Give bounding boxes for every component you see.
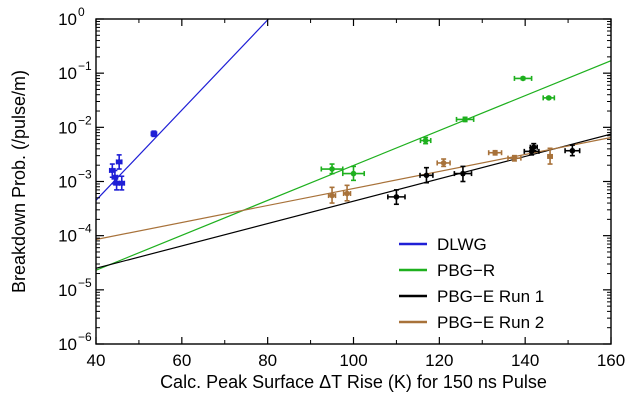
data-point <box>542 95 556 101</box>
data-point <box>341 165 366 182</box>
data-points <box>108 75 581 206</box>
point-marker <box>569 147 576 154</box>
y-tick-label: 10 <box>58 10 77 29</box>
point-marker <box>530 144 537 150</box>
x-tick-label: 140 <box>511 351 539 370</box>
data-point <box>513 75 533 82</box>
data-point <box>419 166 434 184</box>
data-point <box>150 130 158 138</box>
y-tick-exponent: −5 <box>78 276 92 290</box>
y-tick-exponent: 0 <box>78 5 85 19</box>
data-point <box>320 163 344 175</box>
legend-label: DLWG <box>437 235 487 254</box>
point-marker <box>440 160 447 166</box>
data-point <box>547 147 554 165</box>
data-point <box>342 184 352 202</box>
y-tick-exponent: −2 <box>78 113 92 127</box>
point-marker <box>511 155 518 161</box>
x-tick-label: 100 <box>339 351 367 370</box>
x-tick-label: 80 <box>258 351 277 370</box>
point-marker <box>109 167 116 174</box>
point-marker <box>520 75 526 82</box>
point-marker <box>460 170 466 177</box>
point-marker <box>492 149 498 156</box>
y-tick-label: 10 <box>58 118 77 137</box>
point-marker <box>329 166 335 172</box>
data-point <box>436 158 451 168</box>
point-marker <box>113 180 120 187</box>
y-tick-label: 10 <box>58 173 77 192</box>
data-point <box>529 142 538 152</box>
y-tick-exponent: −6 <box>78 330 92 344</box>
fit-line-2 <box>96 133 611 269</box>
y-tick-label: 10 <box>58 227 77 246</box>
legend-label: PBG−E Run 2 <box>437 313 544 332</box>
data-point <box>453 165 473 183</box>
data-point <box>455 116 475 123</box>
point-marker <box>547 153 553 160</box>
y-tick-exponent: −1 <box>78 59 92 73</box>
point-marker <box>116 159 122 165</box>
fit-lines <box>96 19 611 271</box>
legend-label: PBG−R <box>437 261 495 280</box>
data-point <box>564 144 581 157</box>
fit-line-0 <box>96 19 269 201</box>
data-point <box>387 189 406 206</box>
y-axis-title: Breakdown Prob. (/pulse/m) <box>9 70 29 293</box>
data-point <box>327 186 337 204</box>
data-point <box>507 154 522 162</box>
data-point <box>487 149 503 156</box>
x-tick-label: 40 <box>87 351 106 370</box>
y-tick-exponent: −4 <box>78 222 92 236</box>
point-marker <box>151 130 157 137</box>
point-marker <box>423 172 430 179</box>
x-tick-label: 120 <box>425 351 453 370</box>
point-marker <box>329 192 335 199</box>
point-marker <box>344 190 350 197</box>
legend-label: PBG−E Run 1 <box>437 287 544 306</box>
fit-line-3 <box>96 136 611 241</box>
data-point <box>115 154 123 170</box>
point-marker <box>422 137 429 144</box>
y-tick-label: 10 <box>58 335 77 354</box>
y-tick-label: 10 <box>58 64 77 83</box>
point-marker <box>393 194 400 200</box>
x-axis-title: Calc. Peak Surface ΔT Rise (K) for 150 n… <box>160 372 547 392</box>
point-marker <box>118 180 125 187</box>
data-point <box>118 175 126 191</box>
y-tick-exponent: −3 <box>78 168 92 182</box>
x-axis-ticks: 40 60 80 100 120 140 160 <box>87 19 625 370</box>
legend: DLWG PBG−R PBG−E Run 1 PBG−E Run 2 <box>399 235 544 332</box>
point-marker <box>350 170 357 177</box>
data-point <box>419 136 432 145</box>
point-marker <box>462 116 468 123</box>
point-marker <box>545 95 552 101</box>
x-tick-label: 60 <box>172 351 191 370</box>
fit-line-1 <box>96 60 611 271</box>
x-tick-label: 160 <box>597 351 625 370</box>
y-tick-label: 10 <box>58 281 77 300</box>
